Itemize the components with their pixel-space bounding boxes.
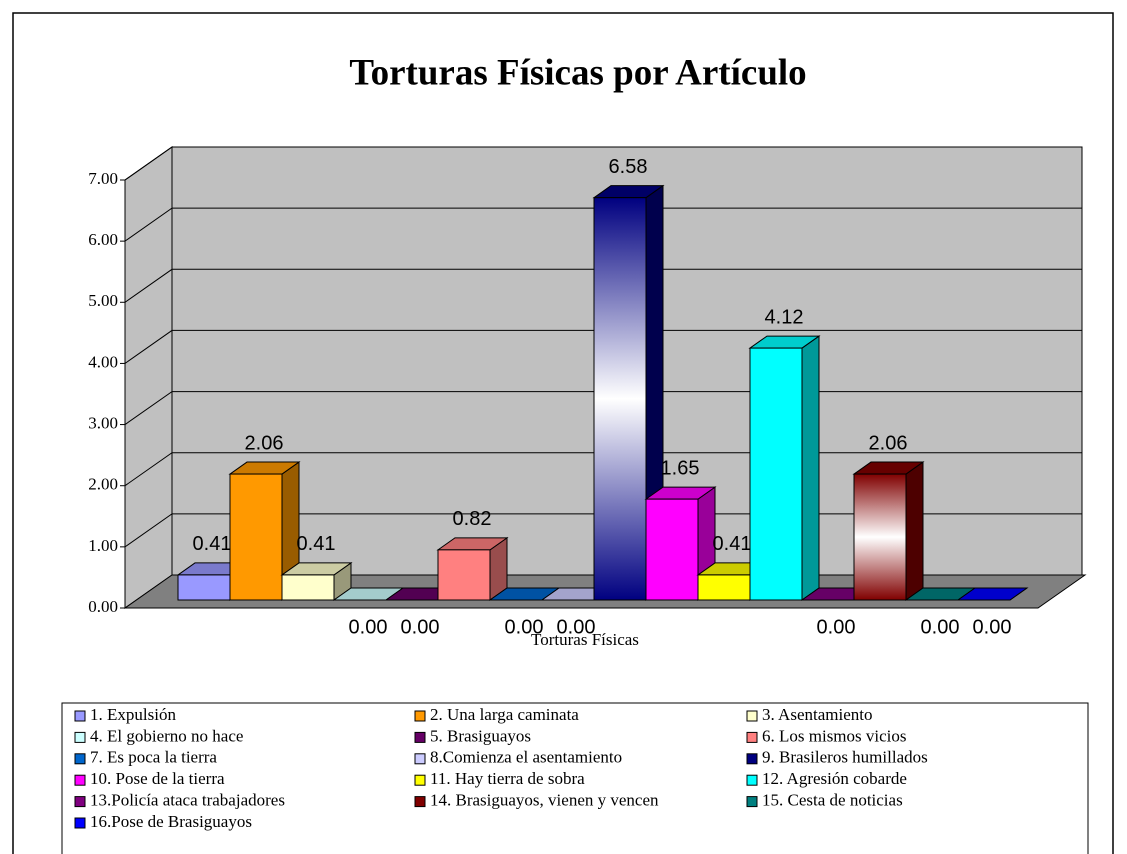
data-label: 0.00 xyxy=(557,616,596,638)
legend-swatch xyxy=(74,817,86,829)
legend-swatch xyxy=(74,796,86,808)
data-label: 0.00 xyxy=(349,616,388,638)
bar-front xyxy=(593,197,647,601)
bar-front xyxy=(281,574,335,601)
y-tick-label: 3.00 xyxy=(88,413,118,432)
data-label: 0.00 xyxy=(401,616,440,638)
data-label: 0.00 xyxy=(817,616,856,638)
legend-label: 7. Es poca la tierra xyxy=(90,748,217,767)
legend-swatch xyxy=(746,731,758,743)
legend-swatch xyxy=(414,796,426,808)
legend-swatch xyxy=(74,753,86,765)
legend-swatch xyxy=(746,774,758,786)
legend-swatch xyxy=(746,796,758,808)
legend-label: 13.Policía ataca trabajadores xyxy=(90,791,285,810)
grid-line xyxy=(124,207,1082,242)
y-tick-label: 1.00 xyxy=(88,536,118,555)
legend-swatch xyxy=(746,710,758,722)
legend-label: 5. Brasiguayos xyxy=(430,726,531,745)
data-label: 2.06 xyxy=(245,432,284,454)
bar-front xyxy=(749,347,803,601)
bar-front xyxy=(177,574,231,601)
y-tick-label: 6.00 xyxy=(88,230,118,249)
bar-front xyxy=(697,574,751,601)
bar xyxy=(748,335,821,601)
data-label: 1.65 xyxy=(661,457,700,479)
legend-label: 10. Pose de la tierra xyxy=(90,769,225,788)
chart-title: Torturas Físicas por Artículo xyxy=(349,52,806,93)
bar xyxy=(592,184,665,601)
legend-swatch xyxy=(74,731,86,743)
legend-label: 2. Una larga caminata xyxy=(430,705,579,724)
y-tick-label: 0.00 xyxy=(88,597,118,616)
legend-label: 6. Los mismos vicios xyxy=(762,726,907,745)
bar-top xyxy=(956,587,1029,601)
y-tick-label: 2.00 xyxy=(88,475,118,494)
data-label: 0.00 xyxy=(973,616,1012,638)
y-tick-label: 7.00 xyxy=(88,169,118,188)
legend-label: 8.Comienza el asentamiento xyxy=(430,748,622,767)
grid-line xyxy=(124,329,1082,364)
grid-line xyxy=(124,146,1082,181)
legend-swatch xyxy=(74,774,86,786)
bar xyxy=(644,486,717,601)
x-tick-label: Torturas Físicas xyxy=(531,630,639,649)
grid-line xyxy=(124,268,1082,303)
bar-front xyxy=(437,549,491,601)
bar xyxy=(436,536,509,601)
legend-swatch xyxy=(414,753,426,765)
y-tick-label: 5.00 xyxy=(88,291,118,310)
data-label: 0.41 xyxy=(297,533,336,555)
data-label: 0.41 xyxy=(193,533,232,555)
bar-front xyxy=(229,473,283,601)
bar xyxy=(280,561,353,601)
legend-label: 4. El gobierno no hace xyxy=(90,726,243,745)
legend-swatch xyxy=(74,710,86,722)
data-label: 0.00 xyxy=(505,616,544,638)
bar xyxy=(956,587,1029,601)
data-label: 0.41 xyxy=(713,533,752,555)
data-label: 0.00 xyxy=(921,616,960,638)
legend-label: 16.Pose de Brasiguayos xyxy=(90,812,252,831)
data-label: 4.12 xyxy=(765,306,804,328)
legend-label: 12. Agresión cobarde xyxy=(762,769,907,788)
legend-swatch xyxy=(414,710,426,722)
legend-swatch xyxy=(414,774,426,786)
data-label: 0.82 xyxy=(453,508,492,530)
legend xyxy=(61,702,1089,854)
bar-side xyxy=(905,461,924,601)
legend-swatch xyxy=(746,753,758,765)
bar xyxy=(228,461,301,601)
legend-label: 1. Expulsión xyxy=(90,705,176,724)
data-label: 6.58 xyxy=(609,156,648,178)
legend-label: 9. Brasileros humillados xyxy=(762,748,928,767)
legend-swatch xyxy=(414,731,426,743)
bar-front xyxy=(853,473,907,601)
left-wall xyxy=(124,146,173,609)
data-label: 2.06 xyxy=(869,432,908,454)
legend-label: 11. Hay tierra de sobra xyxy=(430,769,585,788)
legend-label: 14. Brasiguayos, vienen y vencen xyxy=(430,791,659,810)
bar xyxy=(852,461,925,601)
legend-label: 15. Cesta de noticias xyxy=(762,791,903,810)
legend-label: 3. Asentamiento xyxy=(762,705,872,724)
y-tick-label: 4.00 xyxy=(88,352,118,371)
bar-front xyxy=(645,498,699,601)
bar-side xyxy=(801,335,820,601)
